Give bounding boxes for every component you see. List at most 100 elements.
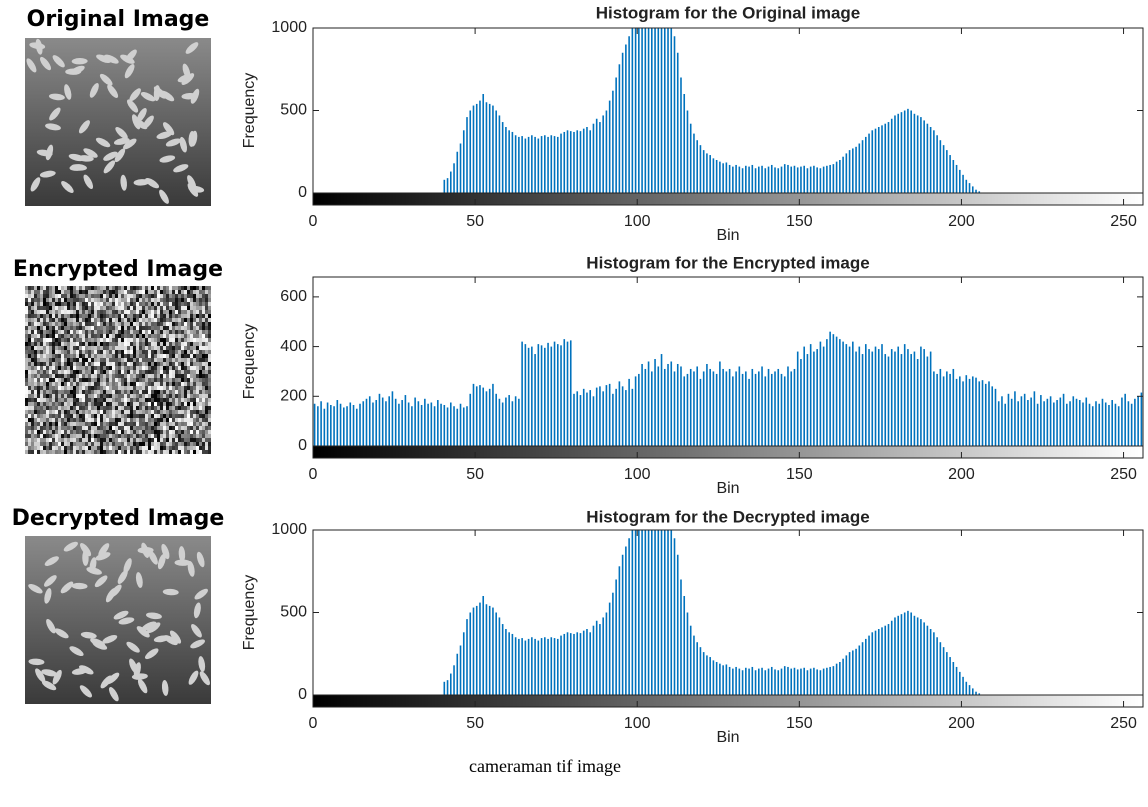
noise-cell	[157, 438, 160, 442]
noise-cell	[67, 362, 70, 366]
noise-cell	[31, 318, 34, 322]
noise-cell	[139, 394, 142, 398]
noise-cell	[121, 354, 124, 358]
bar	[1141, 393, 1143, 446]
bar	[995, 389, 997, 446]
noise-cell	[79, 318, 82, 322]
noise-cell	[178, 350, 181, 354]
bar	[781, 669, 783, 695]
noise-cell	[139, 386, 142, 390]
noise-cell	[49, 378, 52, 382]
noise-cell	[79, 306, 82, 310]
bar	[379, 394, 381, 446]
bar	[680, 580, 682, 696]
noise-cell	[100, 350, 103, 354]
bar	[923, 120, 925, 193]
noise-cell	[25, 430, 28, 434]
bar	[826, 339, 828, 446]
noise-cell	[34, 398, 37, 402]
noise-cell	[70, 290, 73, 294]
noise-cell	[73, 326, 76, 330]
noise-cell	[61, 450, 64, 454]
bar	[716, 374, 718, 446]
noise-cell	[118, 378, 121, 382]
noise-cell	[157, 338, 160, 342]
noise-cell	[136, 438, 139, 442]
noise-cell	[82, 406, 85, 410]
noise-cell	[88, 378, 91, 382]
noise-cell	[130, 382, 133, 386]
noise-cell	[31, 418, 34, 422]
noise-cell	[112, 314, 115, 318]
bar	[1076, 399, 1078, 446]
noise-cell	[193, 286, 196, 290]
noise-cell	[151, 398, 154, 402]
noise-cell	[118, 406, 121, 410]
noise-cell	[199, 406, 202, 410]
noise-cell	[64, 418, 67, 422]
noise-cell	[160, 314, 163, 318]
noise-cell	[130, 290, 133, 294]
noise-cell	[91, 426, 94, 430]
noise-cell	[37, 310, 40, 314]
noise-cell	[82, 358, 85, 362]
noise-cell	[145, 322, 148, 326]
noise-cell	[46, 426, 49, 430]
bar	[862, 642, 864, 695]
noise-cell	[25, 374, 28, 378]
noise-cell	[94, 390, 97, 394]
noise-cell	[151, 370, 154, 374]
chart-title: Histogram for the Encrypted image	[586, 253, 869, 272]
noise-cell	[79, 422, 82, 426]
noise-cell	[133, 386, 136, 390]
noise-cell	[25, 306, 28, 310]
noise-cell	[208, 286, 211, 290]
noise-cell	[55, 314, 58, 318]
y-tick-label: 500	[280, 604, 307, 621]
noise-cell	[163, 298, 166, 302]
noise-cell	[91, 410, 94, 414]
noise-cell	[43, 318, 46, 322]
noise-cell	[109, 418, 112, 422]
noise-cell	[127, 350, 130, 354]
noise-cell	[148, 310, 151, 314]
noise-cell	[151, 362, 154, 366]
bar	[748, 669, 750, 695]
noise-cell	[130, 394, 133, 398]
noise-cell	[154, 322, 157, 326]
noise-cell	[49, 286, 52, 290]
noise-cell	[136, 342, 139, 346]
noise-cell	[193, 346, 196, 350]
noise-cell	[46, 346, 49, 350]
noise-cell	[28, 402, 31, 406]
noise-cell	[151, 366, 154, 370]
noise-cell	[31, 442, 34, 446]
noise-cell	[145, 410, 148, 414]
noise-cell	[175, 438, 178, 442]
bar	[1111, 400, 1113, 446]
noise-cell	[118, 326, 121, 330]
bar	[444, 405, 446, 446]
noise-cell	[121, 310, 124, 314]
noise-cell	[208, 410, 211, 414]
y-tick-label: 0	[298, 437, 307, 454]
noise-cell	[94, 314, 97, 318]
bar	[1060, 398, 1062, 446]
bar	[583, 631, 585, 695]
noise-cell	[178, 438, 181, 442]
noise-cell	[205, 338, 208, 342]
noise-cell	[103, 350, 106, 354]
noise-cell	[70, 430, 73, 434]
noise-cell	[55, 346, 58, 350]
noise-cell	[142, 378, 145, 382]
noise-cell	[175, 430, 178, 434]
noise-cell	[166, 350, 169, 354]
noise-cell	[160, 398, 163, 402]
noise-cell	[64, 394, 67, 398]
noise-cell	[190, 370, 193, 374]
noise-cell	[91, 398, 94, 402]
noise-cell	[25, 318, 28, 322]
noise-cell	[43, 434, 46, 438]
noise-cell	[202, 354, 205, 358]
noise-cell	[139, 326, 142, 330]
